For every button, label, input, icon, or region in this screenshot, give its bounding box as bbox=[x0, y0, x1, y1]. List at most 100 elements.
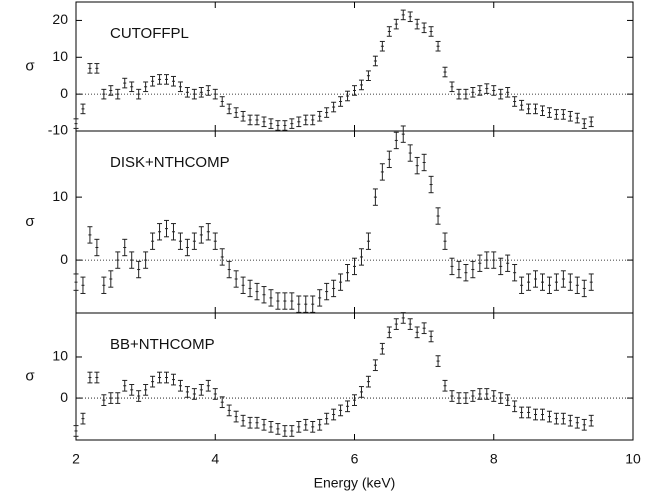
error-bar bbox=[115, 88, 121, 100]
error-bar bbox=[226, 103, 232, 115]
error-bar bbox=[80, 412, 86, 425]
error-bar bbox=[254, 416, 260, 429]
y-axis-label: σ bbox=[25, 367, 35, 384]
error-bar bbox=[352, 257, 357, 276]
error-bar bbox=[157, 371, 163, 384]
error-bar bbox=[282, 120, 288, 131]
error-bar bbox=[372, 359, 378, 372]
error-bar bbox=[358, 386, 364, 398]
y-tick-label: 0 bbox=[60, 389, 68, 405]
error-bar bbox=[574, 276, 580, 294]
error-bar bbox=[400, 9, 406, 21]
error-bar bbox=[101, 276, 107, 294]
error-bar bbox=[150, 75, 156, 87]
error-bar bbox=[365, 375, 371, 388]
error-bar bbox=[407, 318, 413, 330]
error-bar bbox=[372, 188, 378, 206]
error-bar bbox=[484, 251, 490, 269]
error-bar bbox=[233, 270, 239, 288]
error-bar bbox=[358, 248, 364, 266]
error-bar bbox=[261, 418, 267, 431]
error-bar bbox=[170, 75, 176, 87]
error-bar bbox=[560, 109, 566, 120]
error-bar bbox=[435, 207, 441, 225]
error-bar bbox=[324, 282, 330, 301]
error-bar bbox=[177, 232, 183, 250]
error-bar bbox=[491, 85, 497, 96]
error-bar bbox=[421, 322, 427, 335]
error-bar bbox=[94, 63, 100, 74]
error-bar bbox=[546, 276, 552, 294]
panel-label: BB+NTHCOMP bbox=[110, 336, 215, 353]
error-bar bbox=[143, 384, 149, 396]
error-bar bbox=[296, 116, 302, 128]
error-bar bbox=[143, 81, 149, 93]
error-bar bbox=[588, 414, 594, 427]
y-tick-label: 0 bbox=[60, 251, 68, 267]
error-bar bbox=[539, 105, 545, 117]
error-bar bbox=[143, 251, 149, 269]
error-bar bbox=[428, 26, 434, 37]
error-bar bbox=[512, 400, 518, 413]
error-bar bbox=[533, 270, 539, 288]
error-bar bbox=[310, 421, 316, 433]
error-bar bbox=[219, 248, 225, 266]
error-bar bbox=[456, 88, 462, 100]
error-bar bbox=[345, 264, 351, 282]
error-bar bbox=[484, 388, 490, 400]
error-bar bbox=[219, 396, 225, 409]
error-bar bbox=[358, 79, 364, 91]
error-bar bbox=[108, 85, 114, 96]
error-bar bbox=[129, 81, 135, 93]
error-bar bbox=[553, 273, 559, 291]
error-bar bbox=[205, 223, 211, 241]
error-bar bbox=[184, 386, 190, 398]
error-bar bbox=[240, 110, 246, 122]
error-bar bbox=[484, 83, 490, 94]
x-axis-label: Energy (keV) bbox=[314, 475, 396, 491]
error-bar bbox=[136, 390, 142, 402]
error-bar bbox=[275, 120, 281, 131]
error-bar bbox=[498, 257, 504, 276]
error-bar bbox=[331, 101, 337, 113]
error-bar bbox=[470, 87, 476, 98]
error-bar bbox=[198, 87, 204, 98]
error-bar bbox=[512, 264, 518, 282]
error-bar bbox=[345, 90, 351, 102]
panel-label: CUTOFFPL bbox=[110, 25, 189, 42]
y-tick-label: 20 bbox=[52, 11, 68, 27]
error-bar bbox=[533, 103, 539, 115]
error-bar bbox=[449, 390, 455, 402]
error-bar bbox=[289, 292, 295, 310]
error-bar bbox=[463, 88, 469, 100]
error-bar bbox=[435, 40, 441, 52]
error-bar bbox=[254, 282, 260, 301]
error-bar bbox=[310, 295, 316, 313]
error-bar bbox=[526, 406, 532, 419]
error-bar bbox=[177, 81, 183, 93]
error-bar bbox=[400, 125, 406, 143]
error-bar bbox=[94, 238, 100, 257]
error-bar bbox=[393, 18, 399, 30]
error-bar bbox=[386, 326, 392, 339]
error-bar bbox=[198, 226, 204, 244]
error-bar bbox=[108, 392, 114, 404]
error-bar bbox=[129, 251, 135, 269]
error-bar bbox=[191, 232, 197, 250]
error-bar bbox=[317, 289, 323, 307]
error-bar bbox=[400, 312, 406, 324]
error-bar bbox=[560, 412, 566, 425]
error-bar bbox=[122, 238, 128, 257]
error-bar bbox=[115, 251, 121, 269]
error-bar bbox=[240, 276, 246, 294]
error-bar bbox=[303, 114, 309, 126]
error-bar bbox=[115, 392, 121, 404]
error-bar bbox=[87, 371, 93, 384]
error-bar bbox=[581, 118, 587, 129]
error-bar bbox=[519, 406, 525, 419]
error-bar bbox=[275, 292, 281, 310]
error-bar bbox=[170, 373, 176, 386]
error-bar bbox=[338, 404, 344, 417]
x-tick-label: 10 bbox=[625, 451, 641, 467]
error-bar bbox=[268, 289, 274, 307]
